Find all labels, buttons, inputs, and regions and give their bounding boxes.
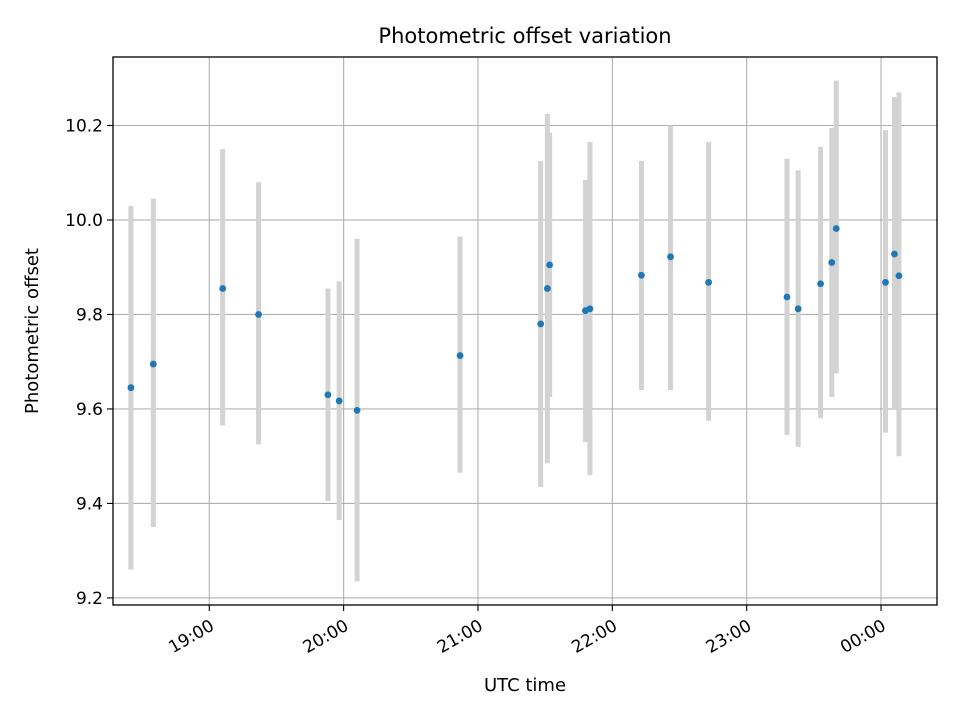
y-tick-label: 9.6 (76, 400, 103, 420)
data-point (219, 285, 227, 292)
x-tick-label: 20:00 (300, 616, 352, 658)
data-point (794, 305, 802, 313)
data-point (127, 384, 135, 392)
data-point (667, 253, 674, 261)
x-tick-label: 21:00 (434, 616, 486, 658)
data-point (817, 280, 824, 288)
data-point (255, 311, 262, 318)
data-point (832, 225, 840, 232)
y-tick-label: 9.4 (76, 494, 103, 514)
y-tick-label: 10.2 (65, 117, 103, 137)
x-tick-label: 23:00 (703, 616, 755, 658)
data-point (882, 278, 889, 286)
data-point (537, 320, 545, 328)
x-axis-ticks: 19:00 20:00 21:00 22:00 23:00 00:00 (165, 605, 890, 658)
y-axis-ticks: 9.2 9.4 9.6 9.8 10.0 10.2 (65, 117, 113, 609)
y-tick-label: 9.2 (76, 589, 103, 609)
data-point (891, 250, 898, 258)
data-point (783, 293, 791, 301)
x-tick-label: 00:00 (837, 616, 889, 658)
data-point (353, 406, 361, 414)
data-point (456, 352, 464, 359)
data-point (638, 271, 645, 279)
x-axis-label: UTC time (484, 675, 566, 696)
data-point (828, 259, 836, 266)
chart-title: Photometric offset variation (378, 24, 671, 48)
data-point (324, 391, 332, 399)
plot-area-frame (112, 56, 938, 606)
grid (113, 57, 937, 605)
y-axis-label: Photometric offset (22, 248, 43, 414)
error-bars (128, 80, 902, 582)
data-point (586, 305, 594, 313)
data-point (335, 397, 343, 405)
data-point (149, 360, 157, 368)
y-tick-label: 9.8 (76, 305, 103, 325)
data-point (705, 278, 713, 286)
x-tick-label: 22:00 (568, 616, 620, 658)
data-point (895, 272, 903, 280)
y-tick-label: 10.0 (65, 211, 103, 231)
data-point (543, 285, 551, 292)
x-tick-label: 19:00 (165, 616, 217, 658)
data-points (127, 225, 903, 414)
data-point (546, 261, 554, 269)
